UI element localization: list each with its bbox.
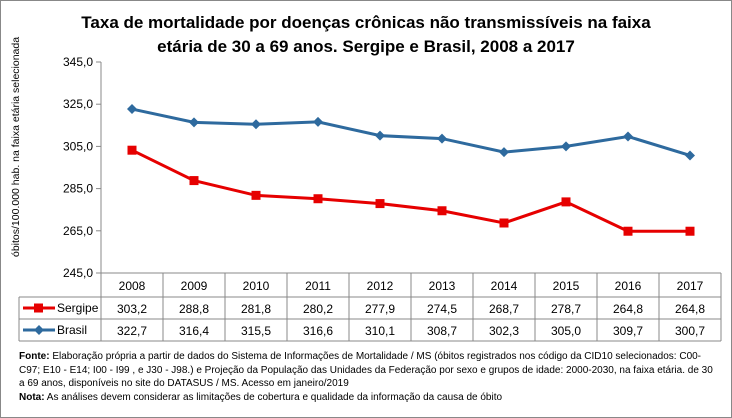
legend-label: Sergipe xyxy=(57,301,99,315)
title-line-2: etária de 30 a 69 anos. Sergipe e Brasil… xyxy=(157,37,575,56)
y-tick-label: 305,0 xyxy=(63,139,93,153)
data-point xyxy=(127,104,137,115)
data-label: 316,4 xyxy=(179,324,209,338)
x-category-label: 2015 xyxy=(553,279,580,293)
x-category-label: 2009 xyxy=(181,279,208,293)
nota-label: Nota: xyxy=(19,391,45,403)
data-point xyxy=(499,218,509,228)
series-line-sergipe xyxy=(131,148,690,233)
data-label: 264,8 xyxy=(675,302,705,316)
data-point xyxy=(499,147,509,158)
data-label: 278,7 xyxy=(551,302,581,316)
data-label: 310,1 xyxy=(365,324,395,338)
data-point xyxy=(251,119,261,130)
data-point xyxy=(127,145,137,155)
data-label: 316,6 xyxy=(303,324,333,338)
fonte-label: Fonte: xyxy=(19,351,50,362)
data-point xyxy=(313,194,323,204)
data-point xyxy=(313,116,323,127)
fonte-text: Elaboração própria a partir de dados do … xyxy=(19,351,713,389)
legend-marker xyxy=(34,325,44,335)
data-point xyxy=(685,226,695,236)
y-tick-label: 285,0 xyxy=(63,182,93,196)
data-point xyxy=(561,141,571,152)
data-label: 274,5 xyxy=(427,302,457,316)
data-point xyxy=(561,197,571,207)
data-point xyxy=(623,131,633,142)
data-point xyxy=(251,190,261,200)
x-category-label: 2016 xyxy=(615,279,642,293)
y-tick-label: 345,0 xyxy=(63,55,93,69)
data-label: 308,7 xyxy=(427,324,457,338)
x-category-label: 2017 xyxy=(677,279,704,293)
x-category-label: 2011 xyxy=(305,279,331,293)
nota-text: As análises devem considerar as limitaçõ… xyxy=(44,391,503,403)
data-label: 303,2 xyxy=(117,302,147,316)
data-point xyxy=(685,150,695,161)
x-category-label: 2014 xyxy=(491,279,518,293)
title-line-1: Taxa de mortalidade por doenças crônicas… xyxy=(81,13,651,32)
x-category-label: 2008 xyxy=(119,279,146,293)
source-notes: Fonte: Elaboração própria a partir de da… xyxy=(19,350,719,404)
y-tick-label: 265,0 xyxy=(63,224,93,238)
data-label: 288,8 xyxy=(179,302,209,316)
data-label: 268,7 xyxy=(489,302,519,316)
x-category-label: 2013 xyxy=(429,279,456,293)
data-point xyxy=(623,226,633,236)
x-category-label: 2012 xyxy=(367,279,394,293)
data-label: 302,3 xyxy=(489,324,519,338)
data-point xyxy=(189,176,199,186)
data-label: 277,9 xyxy=(365,302,395,316)
chart-title: Taxa de mortalidade por doenças crônicas… xyxy=(61,11,671,59)
data-point xyxy=(375,130,385,141)
data-label: 309,7 xyxy=(613,324,643,338)
y-tick-label: 245,0 xyxy=(63,266,93,280)
data-point xyxy=(375,199,385,209)
data-label: 305,0 xyxy=(551,324,581,338)
legend-marker xyxy=(34,303,43,313)
data-label: 315,5 xyxy=(241,324,271,338)
data-point xyxy=(189,117,199,128)
x-category-label: 2010 xyxy=(243,279,270,293)
y-tick-label: 325,0 xyxy=(63,97,93,111)
data-label: 281,8 xyxy=(241,302,271,316)
chart-svg: 245,0 265,0 285,0 305,0 325,0 345,0 2008 2009 20… xyxy=(18,55,722,342)
data-label: 280,2 xyxy=(303,302,333,316)
data-label: 300,7 xyxy=(675,324,705,338)
legend-label: Brasil xyxy=(57,323,87,337)
data-point xyxy=(437,206,447,216)
data-label: 322,7 xyxy=(117,324,147,338)
data-point xyxy=(437,133,447,144)
series-line-brasil xyxy=(131,107,691,157)
data-label: 264,8 xyxy=(613,302,643,316)
